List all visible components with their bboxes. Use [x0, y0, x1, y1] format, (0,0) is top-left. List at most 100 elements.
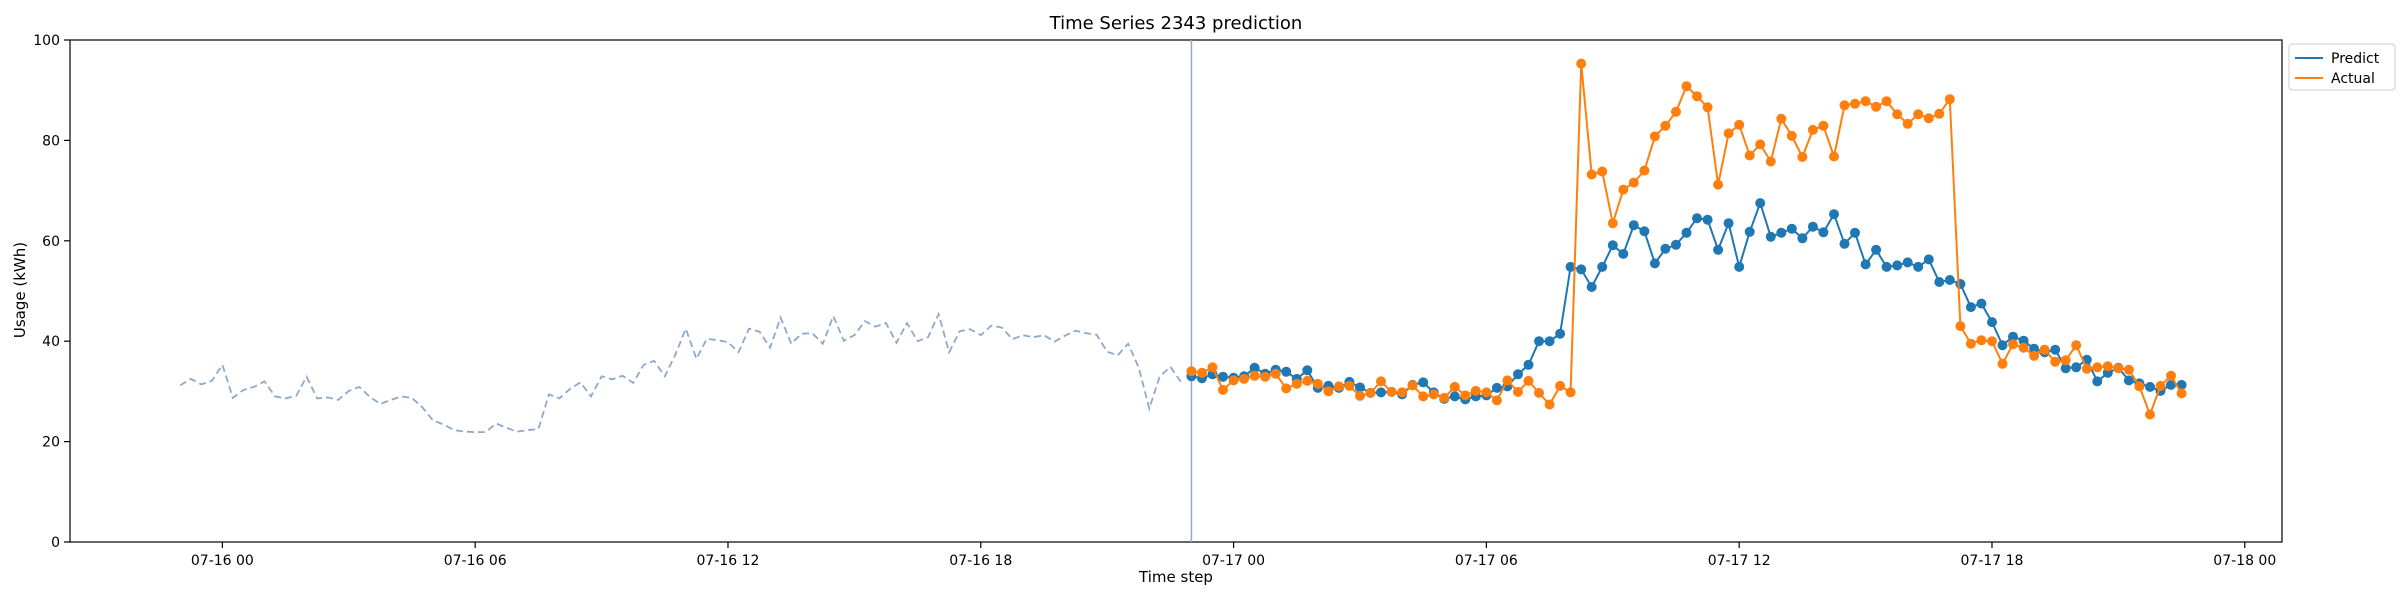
predict-point	[1965, 302, 1976, 313]
actual-point	[1628, 177, 1639, 188]
predict-point	[2008, 331, 2018, 342]
actual-point	[2029, 350, 2040, 361]
actual-point	[1987, 336, 1997, 347]
predict-point	[1597, 261, 1608, 272]
predict-point	[1902, 257, 1913, 268]
actual-point	[1312, 378, 1323, 389]
predict-point	[1544, 336, 1555, 347]
actual-point	[1249, 370, 1260, 381]
history-line	[179, 311, 1182, 434]
actual-point	[1734, 119, 1745, 130]
predict-point	[1850, 227, 1860, 238]
predict-point	[1376, 387, 1386, 398]
actual-point	[1291, 378, 1302, 389]
actual-point	[1323, 386, 1334, 397]
predict-point	[1818, 227, 1829, 238]
predict-point	[1660, 243, 1671, 254]
actual-point	[1565, 387, 1576, 398]
actual-point	[1723, 128, 1734, 139]
predict-point	[1513, 369, 1523, 380]
actual-point	[2092, 362, 2103, 373]
actual-point	[2018, 342, 2029, 353]
predict-point	[1913, 261, 1924, 272]
actual-point	[1586, 169, 1597, 180]
actual-point	[1850, 98, 1860, 109]
predict-point	[1491, 382, 1502, 393]
actual-point	[2145, 409, 2155, 420]
predict-point	[1797, 233, 1808, 244]
actual-point	[1944, 94, 1955, 105]
predict-point	[1628, 220, 1639, 231]
predict-point	[1934, 277, 1945, 287]
actual-point	[1481, 387, 1492, 398]
predict-point	[1523, 359, 1534, 370]
actual-point	[1702, 102, 1713, 113]
actual-point	[2008, 339, 2018, 350]
actual-point	[1386, 386, 1397, 397]
x-tick-label: 07-16 12	[697, 553, 760, 569]
actual-point	[2176, 388, 2187, 399]
x-axis-title: Time step	[1138, 568, 1213, 586]
y-tick-label: 100	[33, 33, 60, 49]
actual-point	[1649, 131, 1660, 142]
x-tick-label: 07-17 18	[1961, 553, 2024, 569]
predict-point	[1418, 377, 1429, 388]
actual-point	[1239, 373, 1250, 384]
actual-point	[1765, 156, 1776, 167]
actual-point	[1376, 376, 1386, 387]
actual-point	[1534, 387, 1544, 398]
actual-point	[1260, 371, 1271, 382]
actual-point	[1186, 366, 1197, 377]
actual-point	[1281, 383, 1292, 394]
actual-point	[1428, 389, 1439, 400]
predict-point	[2060, 363, 2071, 374]
actual-point	[1660, 120, 1671, 131]
predict-point	[1639, 226, 1650, 237]
actual-point	[1829, 151, 1839, 162]
predict-point	[1723, 218, 1734, 229]
actual-point	[1713, 179, 1724, 190]
plot-frame	[69, 39, 2283, 543]
actual-point	[1576, 58, 1587, 69]
predict-point	[1744, 226, 1755, 237]
predict-point	[2145, 381, 2155, 392]
x-tick-label: 07-17 06	[1455, 553, 1518, 569]
y-tick-label: 0	[51, 535, 60, 551]
y-tick-label: 40	[42, 334, 60, 350]
actual-point	[1892, 109, 1903, 120]
x-tick-label: 07-17 12	[1708, 553, 1771, 569]
predict-point	[2071, 362, 2082, 373]
actual-point	[2155, 380, 2166, 391]
actual-point	[2113, 363, 2124, 374]
predict-point	[1923, 254, 1934, 265]
predict-point	[2123, 375, 2134, 386]
actual-point	[1555, 380, 1566, 391]
predict-point	[1218, 371, 1228, 382]
actual-point	[1671, 106, 1681, 117]
x-tick-label: 07-16 06	[444, 553, 507, 569]
predict-point	[1976, 298, 1987, 309]
predict-point	[1576, 264, 1587, 275]
predict-point	[1734, 261, 1745, 272]
predict-point	[1807, 221, 1818, 232]
actual-point	[1618, 184, 1629, 195]
legend: Predict Actual	[2288, 43, 2396, 91]
actual-point	[1418, 391, 1429, 402]
actual-point	[1902, 118, 1913, 129]
predict-point	[1607, 240, 1618, 251]
predict-point	[1449, 391, 1460, 402]
actual-point	[2123, 364, 2134, 375]
predict-point	[2018, 335, 2029, 346]
predict-point	[1702, 214, 1713, 225]
x-tick-label: 07-16 18	[949, 553, 1012, 569]
predict-point	[1892, 260, 1903, 271]
predict-point	[1871, 244, 1882, 255]
actual-point	[1228, 375, 1239, 386]
predict-point	[2050, 344, 2061, 355]
actual-point	[1934, 108, 1945, 119]
x-tick-label: 07-18 00	[2213, 553, 2276, 569]
actual-point	[1344, 380, 1355, 391]
x-tick-label: 07-17 00	[1202, 553, 1265, 569]
legend-label-actual: Actual	[2331, 71, 2375, 87]
